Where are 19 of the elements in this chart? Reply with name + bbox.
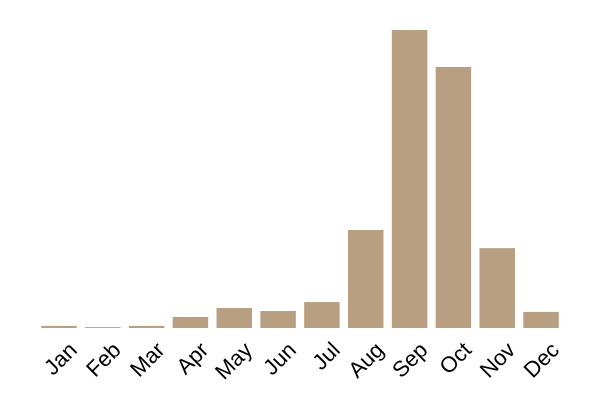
- bar: [172, 316, 208, 328]
- bar: [348, 230, 384, 328]
- bar: [523, 312, 559, 328]
- x-tick-label: Jan: [39, 337, 82, 380]
- bar: [436, 66, 472, 328]
- bar: [216, 308, 252, 328]
- x-tick-label: Jun: [258, 337, 301, 380]
- bar: [304, 302, 340, 328]
- bar: [392, 30, 428, 328]
- x-tick-label: Sep: [387, 337, 432, 383]
- bar: [260, 311, 296, 328]
- x-tick-label: Feb: [81, 337, 126, 382]
- x-tick-label: Nov: [474, 337, 520, 383]
- bar: [479, 248, 515, 328]
- x-tick-label: Mar: [124, 337, 170, 382]
- x-tick-label: Aug: [343, 337, 389, 383]
- x-tick-label: Oct: [434, 337, 476, 380]
- x-tick-label: Dec: [518, 337, 564, 383]
- x-tick-label: Jul: [307, 337, 345, 375]
